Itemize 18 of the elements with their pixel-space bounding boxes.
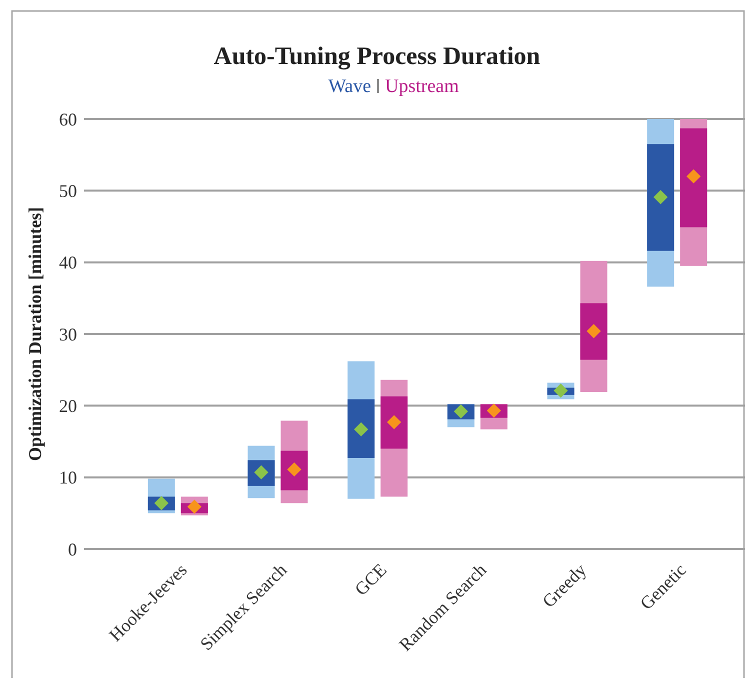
bar [647, 144, 674, 251]
y-tick-label: 30 [59, 324, 77, 344]
y-tick-label: 50 [59, 180, 77, 201]
y-tick-label: 20 [59, 396, 77, 416]
text: Wave [328, 76, 371, 97]
y-tick-label: 60 [59, 109, 77, 130]
bar [348, 399, 375, 458]
y-tick-label: 10 [59, 468, 77, 488]
y-axis-title: Optimization Duration [minutes] [25, 207, 45, 461]
bar [380, 396, 408, 449]
text: Upstream [385, 76, 460, 97]
x-tick-label: GCE [350, 560, 390, 600]
chart-title: Auto-Tuning Process Duration [214, 43, 540, 70]
bar [680, 128, 708, 228]
y-tick-label: 40 [59, 252, 77, 273]
y-tick-label: 0 [68, 539, 77, 560]
bar [280, 450, 308, 490]
bar [580, 303, 608, 360]
